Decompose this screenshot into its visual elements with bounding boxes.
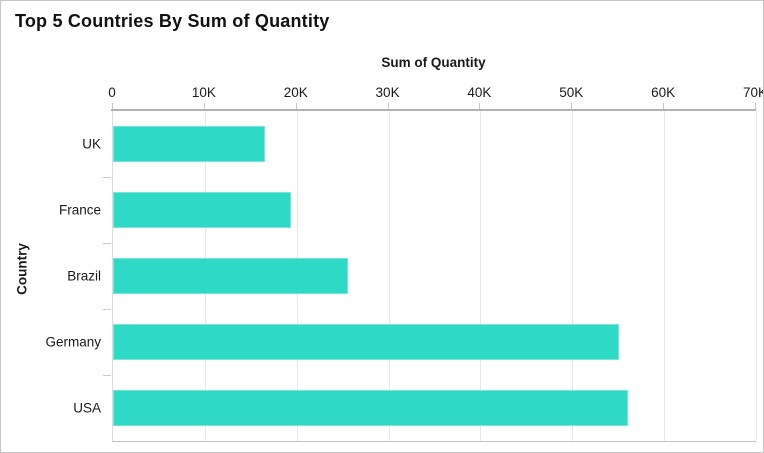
- x-tick-mark: [203, 103, 205, 109]
- gridline: [664, 111, 666, 441]
- x-tick-label-40K: 40K: [467, 85, 492, 100]
- bar-brazil[interactable]: [113, 258, 349, 294]
- category-label-germany: Germany: [45, 334, 101, 350]
- x-tick-label-0: 0: [108, 85, 116, 100]
- gridline: [756, 111, 757, 441]
- x-tick-mark: [755, 103, 756, 109]
- bar-germany[interactable]: [113, 324, 620, 360]
- chart-title: Top 5 Countries By Sum of Quantity: [15, 11, 330, 31]
- bar-uk[interactable]: [113, 126, 265, 162]
- x-tick-mark: [112, 103, 113, 109]
- y-tick-mark: [103, 243, 111, 244]
- x-tick-mark: [571, 103, 573, 109]
- x-tick-mark: [387, 103, 389, 109]
- gridline: [480, 111, 482, 441]
- gridline: [388, 111, 390, 441]
- x-axis-title: Sum of Quantity: [381, 55, 486, 70]
- x-tick-mark: [663, 103, 665, 109]
- x-tick-label-10K: 10K: [191, 85, 216, 100]
- x-axis-line: [111, 109, 756, 111]
- bar-france[interactable]: [113, 192, 292, 228]
- category-label-uk: UK: [82, 136, 101, 152]
- x-tick-label-70K: 70K: [742, 85, 763, 100]
- plot-area: [112, 111, 757, 442]
- y-tick-mark: [103, 375, 111, 376]
- x-tick-mark: [479, 103, 481, 109]
- bar-usa[interactable]: [113, 390, 629, 426]
- x-tick-label-30K: 30K: [375, 85, 400, 100]
- x-tick-label-50K: 50K: [559, 85, 584, 100]
- y-tick-mark: [103, 177, 111, 178]
- category-label-usa: USA: [73, 400, 101, 416]
- category-label-france: France: [58, 202, 101, 218]
- x-tick-mark: [295, 103, 297, 109]
- y-tick-mark: [103, 309, 111, 310]
- x-tick-label-60K: 60K: [651, 85, 676, 100]
- gridline: [572, 111, 574, 441]
- category-label-brazil: Brazil: [67, 268, 101, 284]
- x-tick-label-20K: 20K: [283, 85, 308, 100]
